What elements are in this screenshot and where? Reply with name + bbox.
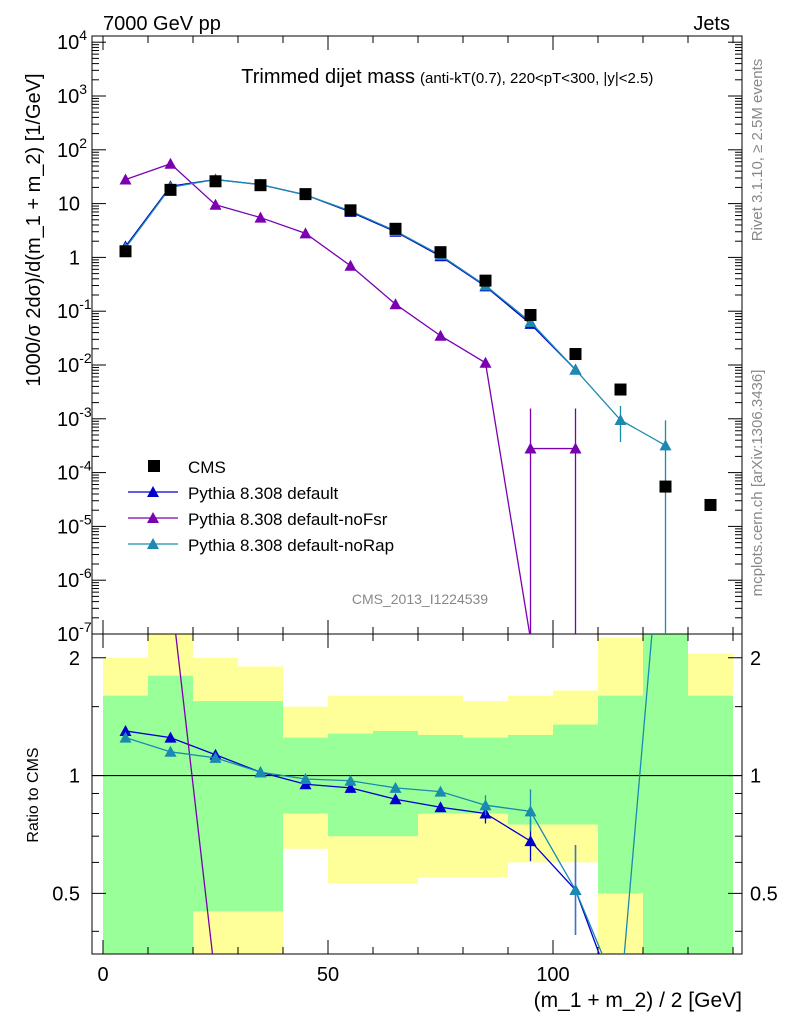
chart-title: Trimmed dijet mass xyxy=(241,66,415,88)
y-tick-label: 10-4 xyxy=(57,458,92,485)
ratio-tick-label: 1 xyxy=(69,766,80,788)
series-point xyxy=(344,259,357,271)
series-point xyxy=(164,157,177,169)
ratio-line xyxy=(175,634,214,954)
y-tick-label: 103 xyxy=(57,81,87,108)
legend-marker xyxy=(147,486,159,497)
ratio-point xyxy=(344,774,357,786)
cms-point xyxy=(569,348,582,361)
legend-label-cms: CMS xyxy=(188,458,226,477)
cms-point xyxy=(389,222,402,235)
series-line xyxy=(124,178,666,446)
x-tick-label: 0 xyxy=(97,964,108,986)
ratio-point xyxy=(434,801,447,813)
series-point xyxy=(524,442,537,454)
series-point xyxy=(569,363,582,375)
ratio-point xyxy=(119,724,132,736)
ratio-point xyxy=(389,793,402,805)
ratio-line xyxy=(125,730,600,954)
series-point xyxy=(479,356,492,368)
y-tick-label: 10-2 xyxy=(57,350,92,377)
ratio-plot-frame xyxy=(91,633,743,955)
cms-point xyxy=(659,480,672,493)
series-point xyxy=(299,227,312,239)
inner-band xyxy=(418,734,463,814)
legend-marker-cms xyxy=(148,460,160,472)
inner-band xyxy=(193,701,238,912)
ratio-point xyxy=(299,772,312,784)
ratio-point xyxy=(209,751,222,763)
inner-band xyxy=(688,695,733,954)
main-panel-series xyxy=(119,157,717,634)
ratio-tick-label: 1 xyxy=(750,766,761,788)
y-tick-label: 1 xyxy=(69,247,80,269)
y-tick-label: 10 xyxy=(58,194,80,216)
inner-band xyxy=(598,695,643,894)
legend-marker xyxy=(147,538,159,549)
ratio-point xyxy=(434,785,447,797)
cms-point xyxy=(704,498,717,511)
ratio-point xyxy=(344,781,357,793)
cms-point xyxy=(614,383,627,396)
cms-point xyxy=(524,308,537,321)
inner-band xyxy=(643,634,688,954)
series-point xyxy=(524,315,537,327)
inner-band xyxy=(148,675,193,954)
cms-point xyxy=(164,183,177,196)
ratio-tick-label: 2 xyxy=(750,648,761,670)
cms-point xyxy=(434,246,447,259)
series-point xyxy=(254,211,267,223)
ratio-point xyxy=(119,731,132,743)
y-tick-label: 102 xyxy=(57,135,87,162)
analysis-id: CMS_2013_I1224539 xyxy=(352,591,488,607)
legend-label: Pythia 8.308 default-noFsr xyxy=(188,510,388,529)
y-tick-label: 104 xyxy=(57,27,87,54)
ratio-tick-label: 2 xyxy=(69,648,80,670)
series-point xyxy=(119,173,132,185)
legend: CMS Pythia 8.308 default Pythia 8.308 defa… xyxy=(128,458,394,555)
y-tick-label: 10-3 xyxy=(57,404,92,431)
cms-point xyxy=(119,245,132,258)
cms-point xyxy=(254,179,267,192)
series-point xyxy=(389,298,402,310)
chart-title-suffix: (anti-kT(0.7), 220<pT<300, |y|<2.5) xyxy=(420,70,653,87)
y-tick-label: 10-1 xyxy=(57,296,92,323)
inner-band xyxy=(553,724,598,825)
legend-marker xyxy=(147,512,159,523)
rivet-info: Rivet 3.1.10, ≥ 2.5M events xyxy=(749,59,766,242)
ratio-tick-label: 0.5 xyxy=(750,883,778,905)
ratio-point xyxy=(389,781,402,793)
ratio-axis-label: Ratio to CMS xyxy=(25,747,42,842)
series-point xyxy=(209,198,222,210)
ratio-point xyxy=(164,745,177,757)
cms-point xyxy=(479,274,492,287)
series-point xyxy=(434,329,447,341)
data-series xyxy=(119,157,717,954)
x-tick-label: 100 xyxy=(536,964,569,986)
cms-point xyxy=(209,175,222,188)
cms-point xyxy=(344,204,357,217)
y-tick-label: 10-7 xyxy=(57,619,92,646)
ratio-point xyxy=(164,731,177,743)
ratio-panel-series xyxy=(119,634,653,954)
series-point xyxy=(569,442,582,454)
x-tick-label: 50 xyxy=(317,964,339,986)
y-tick-label: 10-5 xyxy=(57,511,92,538)
axes: 0 50 100 10-7 10-6 10-5 10-4 10-3 10-2 10-1 1 10 102… xyxy=(52,27,778,986)
legend-label: Pythia 8.308 default xyxy=(188,484,339,503)
energy-label: 7000 GeV pp xyxy=(103,13,221,35)
cms-point xyxy=(299,188,312,201)
legend-label: Pythia 8.308 default-noRap xyxy=(188,536,394,555)
x-axis-label: (m_1 + m_2) / 2 [GeV] xyxy=(534,989,742,1012)
ratio-tick-label: 0.5 xyxy=(52,883,80,905)
y-tick-label: 10-6 xyxy=(57,565,92,592)
y-axis-label: 1000/σ 2dσ)/d(m_1 + m_2) [1/GeV] xyxy=(23,73,45,386)
category-label: Jets xyxy=(693,13,730,35)
series-line xyxy=(484,362,531,634)
inner-band xyxy=(238,701,283,912)
mcplots-info: mcplots.cern.ch [arXiv:1306.3436] xyxy=(749,370,766,597)
ratio-point xyxy=(254,766,267,778)
